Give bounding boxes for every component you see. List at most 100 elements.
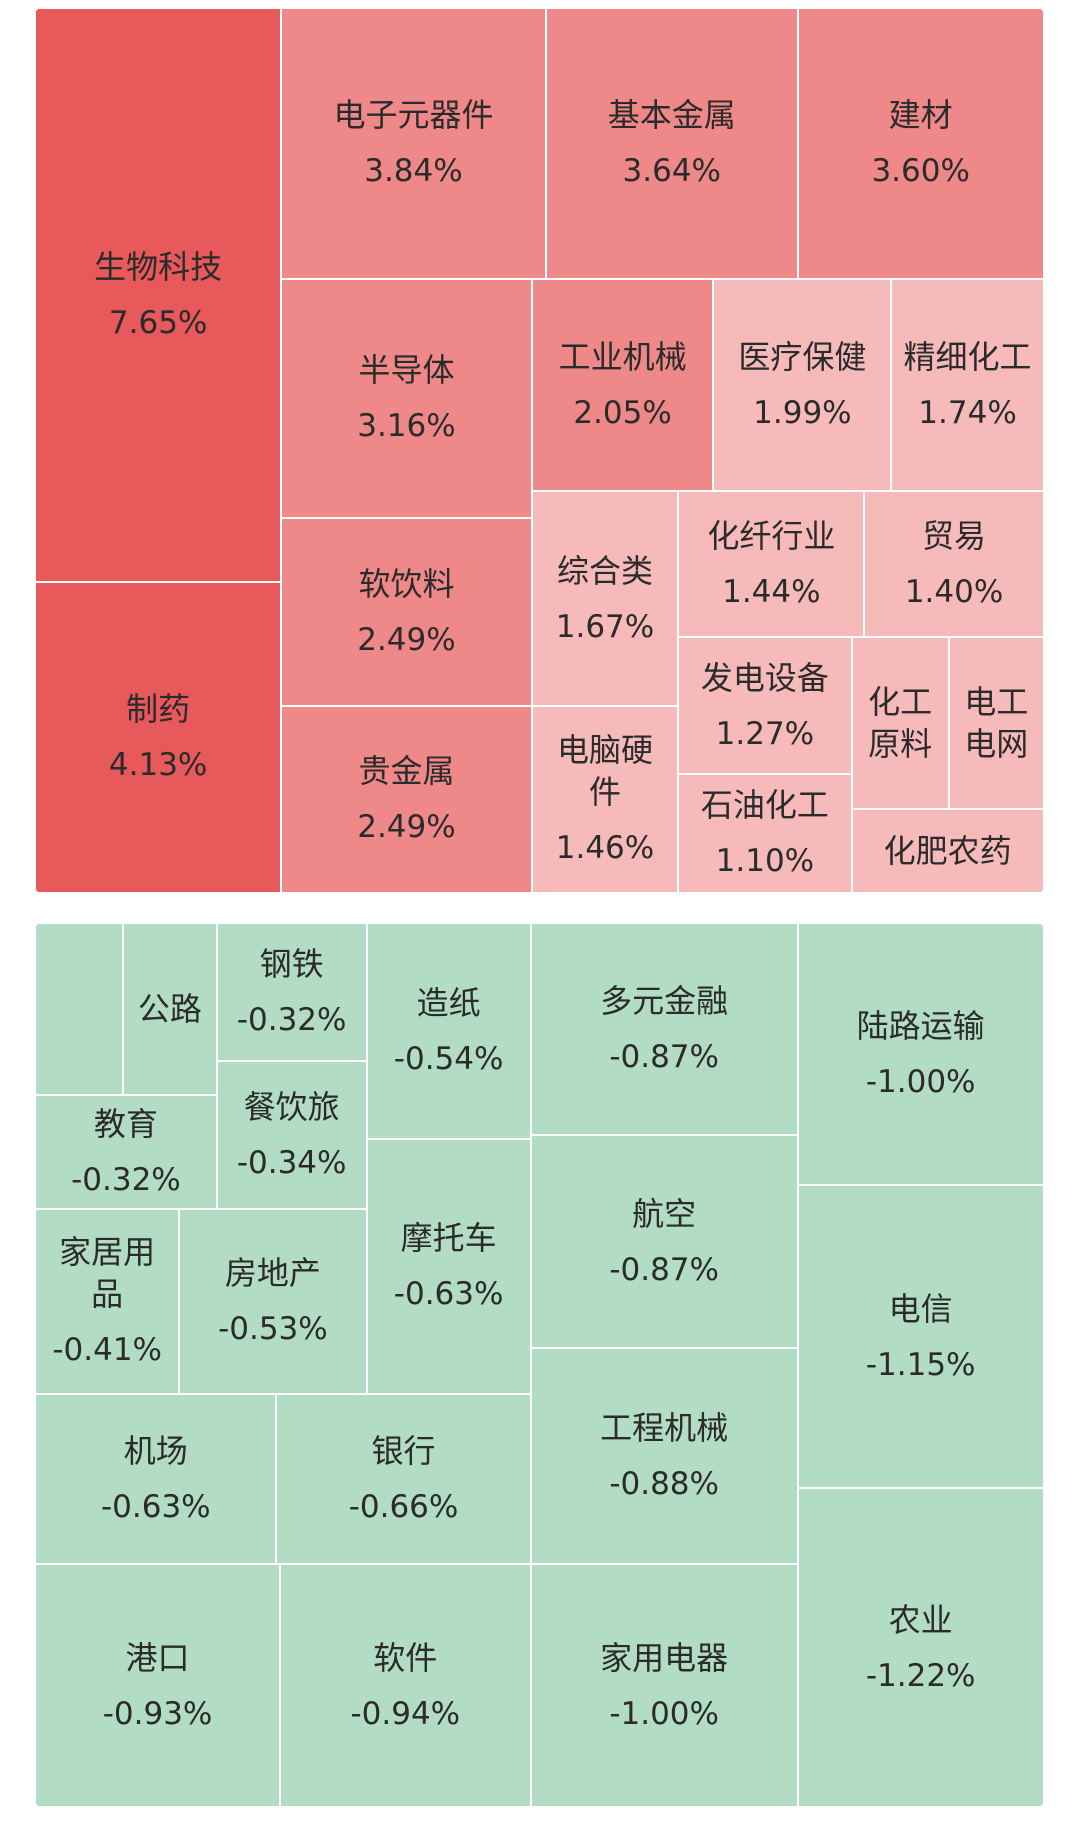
tile-name: 贵金属 (358, 752, 455, 791)
tile-name: 贸易 (922, 516, 987, 555)
tile-name: 工程机械 (600, 1409, 729, 1447)
tile-value: -0.53% (218, 1311, 328, 1348)
tile: 机场 -0.63% (35, 1393, 277, 1564)
tile-value: -0.93% (102, 1695, 213, 1732)
tile-value: -0.87% (609, 1039, 719, 1076)
tile: 造纸 -0.54% (366, 923, 531, 1139)
tile-name: 医疗保健 (738, 337, 867, 376)
tile: 生物科技 7.65% (35, 8, 282, 583)
tile: 房地产 -0.53% (179, 1208, 367, 1394)
tile-name: 软件 (373, 1638, 438, 1677)
tile-name: 电脑硬件 (556, 731, 653, 812)
tile-name: 造纸 (416, 983, 481, 1022)
tile-value: -1.00% (609, 1695, 719, 1732)
tile-value: -0.63% (100, 1488, 211, 1525)
tile-name: 机场 (123, 1431, 188, 1470)
tile-value: -0.88% (609, 1466, 719, 1502)
tile: 工程机械 -0.88% (530, 1348, 798, 1564)
tile-name: 化纤行业 (707, 516, 836, 555)
tile-name: 港口 (125, 1638, 190, 1677)
tile: 港口 -0.93% (35, 1563, 280, 1808)
tile-name: 基本金属 (607, 96, 736, 135)
tile: 石油化工 1.10% (678, 774, 852, 893)
tile (35, 923, 123, 1096)
tile-value: -0.94% (350, 1695, 461, 1732)
tile-value: 3.84% (364, 153, 463, 190)
tile-name: 制药 (126, 690, 191, 729)
tile-name: 家用电器 (600, 1638, 729, 1677)
tile: 钢铁 -0.32% (216, 923, 367, 1062)
tile-value: 1.74% (918, 394, 1017, 431)
tile: 化纤行业 1.44% (678, 490, 865, 638)
tile-name: 摩托车 (400, 1219, 497, 1258)
tile-name: 石油化工 (700, 786, 829, 825)
tile-name: 精细化工 (903, 337, 1032, 376)
tile-value: 2.05% (573, 394, 672, 431)
tile-value: 3.64% (622, 153, 721, 190)
tile-value: 1.46% (555, 830, 655, 867)
tile-value: -1.15% (865, 1346, 976, 1383)
tile: 农业 -1.22% (797, 1487, 1044, 1808)
tile: 发电设备 1.27% (678, 637, 852, 775)
tile: 电脑硬件 1.46% (531, 706, 679, 893)
tile-name: 建材 (888, 96, 953, 135)
tile: 教育 -0.32% (35, 1095, 217, 1209)
tile-value: 3.60% (871, 153, 970, 190)
tile-name: 电信 (888, 1289, 953, 1328)
tile: 电信 -1.15% (797, 1185, 1044, 1488)
treemap: 公路 钢铁 -0.32% 餐饮旅 -0.34% 造纸 -0.54% 教育 -0.32% 家居用品 -… (35, 923, 1044, 1808)
tile-name: 房地产 (224, 1254, 321, 1293)
tile-value: 1.10% (715, 843, 815, 880)
tile-value: 4.13% (108, 747, 208, 784)
tile-name: 家居用品 (59, 1233, 156, 1314)
tile: 公路 (122, 923, 217, 1096)
tile-name: 钢铁 (259, 945, 324, 984)
tile-value: 1.40% (904, 573, 1004, 610)
tile: 软件 -0.94% (279, 1563, 531, 1808)
tile-name: 半导体 (358, 351, 455, 390)
tile-name: 电工电网 (964, 683, 1029, 764)
tile: 电子元器件 3.84% (281, 8, 546, 279)
tile: 电工电网 (948, 637, 1044, 810)
tile-value: -1.22% (865, 1657, 976, 1694)
tile-value: 1.67% (555, 608, 655, 645)
tile-name: 电子元器件 (333, 96, 494, 135)
tile: 家用电器 -1.00% (530, 1563, 798, 1808)
tile-value: 1.99% (753, 394, 852, 431)
tile-value: 1.27% (715, 715, 815, 752)
tile-value: -0.41% (52, 1332, 162, 1369)
tile-name: 教育 (93, 1105, 158, 1144)
tile-name: 工业机械 (558, 337, 687, 376)
tile-value: -0.32% (71, 1162, 181, 1199)
tile-value: -0.54% (393, 1040, 504, 1077)
tile: 贸易 1.40% (864, 490, 1044, 638)
tile-value: -0.87% (609, 1251, 719, 1288)
tile: 化肥农药 (851, 809, 1044, 893)
tile-name: 餐饮旅 (243, 1088, 340, 1127)
tile-value: -1.00% (865, 1064, 976, 1101)
tile-name: 化工原料 (868, 683, 933, 764)
tile: 陆路运输 -1.00% (797, 923, 1044, 1186)
tile: 工业机械 2.05% (531, 278, 714, 491)
tile: 多元金融 -0.87% (530, 923, 798, 1136)
tile-value: 2.49% (357, 809, 456, 846)
tile: 软饮料 2.49% (281, 517, 532, 707)
tile: 精细化工 1.74% (891, 278, 1044, 491)
tile: 制药 4.13% (35, 582, 282, 893)
tile-value: -0.34% (236, 1145, 347, 1182)
tile-value: 3.16% (357, 408, 456, 445)
tile-name: 化肥农药 (883, 831, 1012, 870)
tile: 综合类 1.67% (531, 490, 679, 707)
tile-value: -0.63% (393, 1276, 504, 1313)
treemap: 生物科技 7.65% 制药 4.13% 电子元器件 3.84% 基本金属 3.64% 建材 3.6… (35, 8, 1044, 893)
tile: 化工原料 (851, 637, 949, 810)
tile: 建材 3.60% (797, 8, 1044, 279)
tile: 摩托车 -0.63% (366, 1138, 531, 1394)
tile-name: 农业 (888, 1600, 953, 1639)
tile-name: 公路 (137, 990, 202, 1029)
tile: 半导体 3.16% (281, 278, 532, 518)
tile-name: 陆路运输 (856, 1007, 985, 1046)
tile: 基本金属 3.64% (545, 8, 798, 279)
tile: 银行 -0.66% (276, 1393, 531, 1564)
